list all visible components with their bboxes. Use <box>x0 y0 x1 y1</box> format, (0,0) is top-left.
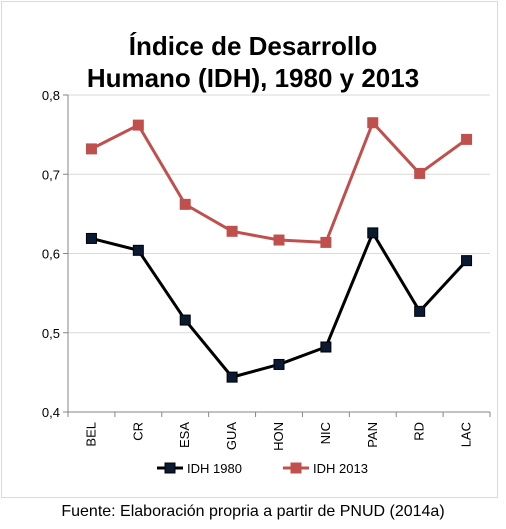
x-tick-label: RD <box>412 422 427 441</box>
x-tick-label: LAC <box>459 422 474 447</box>
x-tick-label: BEL <box>83 422 98 447</box>
chart-frame <box>1 1 498 498</box>
series-line <box>90 121 468 244</box>
x-tick-label: ESA <box>177 422 192 448</box>
source-note: Fuente: Elaboración propria a partir de … <box>61 503 445 520</box>
x-tick-label: GUA <box>224 422 239 451</box>
data-point <box>226 225 238 237</box>
y-tick-label: 0,8 <box>42 88 60 103</box>
legend-label: IDH 1980 <box>187 461 242 476</box>
data-point <box>414 167 426 179</box>
data-point <box>226 371 238 383</box>
series-line <box>91 231 468 379</box>
x-tick-label: NIC <box>318 422 333 444</box>
chart-title: Índice de Desarrollo Humano (IDH), 1980 … <box>0 30 506 94</box>
data-point <box>461 133 473 145</box>
legend-marker <box>164 462 176 474</box>
y-tick-label: 0,4 <box>42 405 60 420</box>
data-point <box>132 244 144 256</box>
data-point <box>367 117 379 129</box>
chart-title-line-2: Humano (IDH), 1980 y 2013 <box>86 63 420 93</box>
y-tick-label: 0,5 <box>42 326 60 341</box>
data-point <box>179 198 191 210</box>
data-point <box>273 358 285 370</box>
data-point <box>320 341 332 353</box>
legend-label: IDH 2013 <box>313 461 368 476</box>
x-tick-label: CR <box>130 422 145 441</box>
y-tick-label: 0,6 <box>42 247 60 262</box>
x-tick-label: PAN <box>365 422 380 448</box>
data-point <box>461 255 473 267</box>
data-point <box>85 143 97 155</box>
data-point <box>414 305 426 317</box>
data-point <box>367 227 379 239</box>
data-point <box>320 236 332 248</box>
data-point <box>273 234 285 246</box>
x-tick-label: HON <box>271 422 286 451</box>
data-point <box>85 232 97 244</box>
legend-marker <box>290 462 302 474</box>
data-point <box>132 119 144 131</box>
chart-title-line-1: Índice de Desarrollo <box>128 31 378 61</box>
data-point <box>179 314 191 326</box>
y-tick-label: 0,7 <box>42 167 60 182</box>
